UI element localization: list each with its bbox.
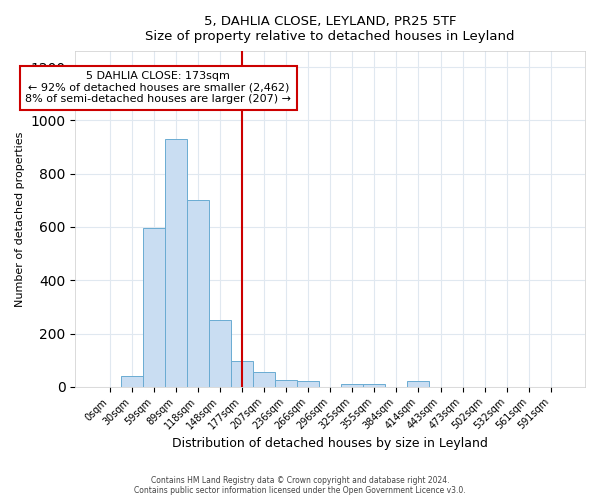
Bar xyxy=(297,382,319,387)
Text: 5 DAHLIA CLOSE: 173sqm
← 92% of detached houses are smaller (2,462)
8% of semi-d: 5 DAHLIA CLOSE: 173sqm ← 92% of detached… xyxy=(25,72,292,104)
Bar xyxy=(121,376,143,387)
Title: 5, DAHLIA CLOSE, LEYLAND, PR25 5TF
Size of property relative to detached houses : 5, DAHLIA CLOSE, LEYLAND, PR25 5TF Size … xyxy=(145,15,515,43)
Bar xyxy=(231,362,253,387)
Bar xyxy=(407,382,430,387)
Bar xyxy=(187,200,209,387)
Bar xyxy=(209,320,231,387)
Bar xyxy=(363,384,385,387)
Bar xyxy=(143,228,165,387)
Bar xyxy=(253,372,275,387)
Bar xyxy=(275,380,297,387)
Bar xyxy=(341,384,363,387)
Bar xyxy=(165,139,187,387)
Y-axis label: Number of detached properties: Number of detached properties xyxy=(15,132,25,306)
Text: Contains HM Land Registry data © Crown copyright and database right 2024.
Contai: Contains HM Land Registry data © Crown c… xyxy=(134,476,466,495)
X-axis label: Distribution of detached houses by size in Leyland: Distribution of detached houses by size … xyxy=(172,437,488,450)
